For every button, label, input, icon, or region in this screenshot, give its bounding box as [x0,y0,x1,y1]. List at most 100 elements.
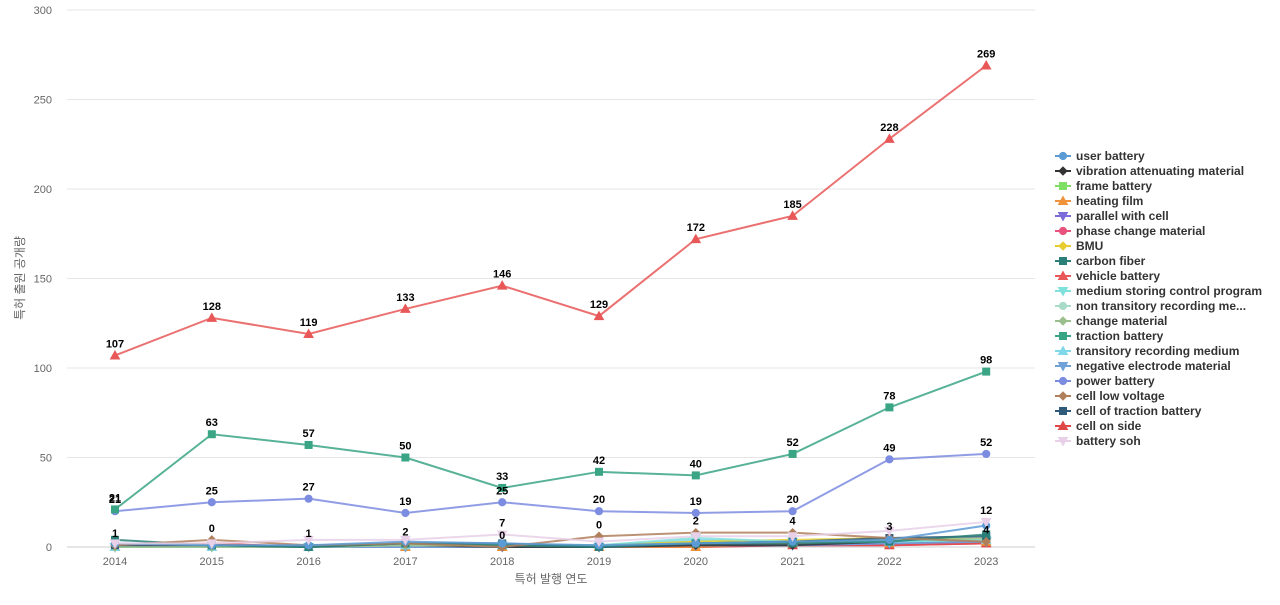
x-tick-label: 2016 [296,556,320,568]
data-point [594,507,604,516]
x-tick-label: 2020 [684,556,708,568]
x-tick-label: 2018 [490,556,514,568]
data-point [109,539,121,549]
data-point [980,517,992,528]
data-label: 52 [786,437,798,449]
data-point [303,328,314,338]
data-point [207,430,216,439]
legend-item[interactable]: battery soh [1055,434,1141,448]
y-tick-label: 200 [34,184,52,196]
data-point [885,455,894,464]
legend-item[interactable]: cell of traction battery [1055,404,1202,418]
legend-label: vibration attenuating material [1076,164,1244,178]
data-label: 119 [300,317,318,329]
legend-marker [1058,391,1068,401]
legend-label: parallel with cell [1076,209,1169,223]
legend-marker [1057,195,1069,205]
legend-marker [1058,301,1068,311]
data-point [400,303,411,313]
x-axis-title: 특허 발행 연도 [515,571,588,586]
legend-item[interactable]: heating film [1055,194,1143,208]
y-tick-label: 250 [34,95,52,107]
data-point [111,505,119,514]
legend-item[interactable]: vibration attenuating material [1055,164,1244,178]
legend-item[interactable]: non transitory recording me... [1055,299,1246,313]
data-label: 129 [590,299,608,311]
legend-item[interactable]: traction battery [1055,329,1164,343]
data-point [401,508,410,518]
legend-marker [1057,437,1069,447]
legend-item[interactable]: BMU [1055,239,1103,253]
legend-label: heating film [1076,194,1143,208]
legend-marker [1058,241,1068,251]
data-point [207,498,216,507]
legend-item[interactable]: medium storing control program [1055,284,1262,298]
legend-item[interactable]: negative electrode material [1055,359,1231,373]
data-label: 42 [593,455,605,467]
legend-item[interactable]: frame battery [1055,179,1152,193]
legend-item[interactable]: parallel with cell [1055,209,1169,223]
x-axis-ticks: 2014 2015 2016 2017 2018 2019 2020 2021 2022 2023 [103,556,999,568]
data-point [304,494,313,503]
data-label: 40 [690,458,702,470]
data-label: 228 [880,122,898,134]
legend-item[interactable]: phase change material [1055,224,1205,238]
x-tick-label: 2022 [877,556,901,568]
legend-label: phase change material [1076,224,1205,238]
data-label: 185 [783,199,801,211]
series-line [114,370,987,511]
data-label: 133 [396,292,414,304]
data-point [496,530,508,540]
data-label: 7 [499,517,505,529]
legend-label: cell on side [1076,419,1142,433]
legend-marker [1059,407,1067,415]
data-point [401,453,410,462]
data-point [206,312,218,322]
series-lines [109,59,992,553]
data-label: 52 [980,437,992,449]
data-point [981,536,991,547]
series-line [114,452,987,514]
data-point [690,233,702,244]
data-label: 2 [402,526,408,538]
data-point [787,532,798,542]
data-point [400,535,411,546]
data-label: 21 [109,492,121,504]
y-tick-label: 0 [46,542,52,554]
legend-label: power battery [1076,374,1155,388]
legend-item[interactable]: power battery [1055,374,1155,388]
legend-item[interactable]: cell low voltage [1055,389,1165,403]
data-label: 33 [496,471,508,483]
data-point [980,59,992,70]
series-traction-battery [111,367,991,514]
data-point [982,367,991,376]
x-tick-label: 2017 [393,556,417,568]
legend-marker [1057,420,1069,430]
legend-item[interactable]: change material [1055,314,1167,328]
legend-item[interactable]: carbon fiber [1055,254,1146,268]
legend-label: frame battery [1076,179,1152,193]
legend-label: carbon fiber [1076,254,1146,268]
legend-item[interactable]: cell on side [1055,419,1142,433]
data-point [787,210,798,220]
legend-label: negative electrode material [1076,359,1231,373]
data-point [303,535,314,546]
x-tick-label: 2019 [587,556,611,568]
legend-marker [1057,287,1069,297]
data-point [595,467,603,476]
legend-marker [1058,151,1068,161]
data-point [496,280,508,290]
legend-item[interactable]: transitory recording medium [1055,344,1239,358]
legend-item[interactable]: user battery [1055,149,1145,163]
data-label: 49 [883,442,895,454]
data-label: 63 [206,417,218,429]
legend-item[interactable]: vehicle battery [1055,269,1160,283]
data-label: 146 [493,269,511,281]
series-line [115,520,987,545]
data-label: 19 [399,496,411,508]
data-point [304,440,313,449]
legend-label: vehicle battery [1076,269,1160,283]
legend-marker [1057,270,1069,280]
data-label: 98 [980,355,992,367]
